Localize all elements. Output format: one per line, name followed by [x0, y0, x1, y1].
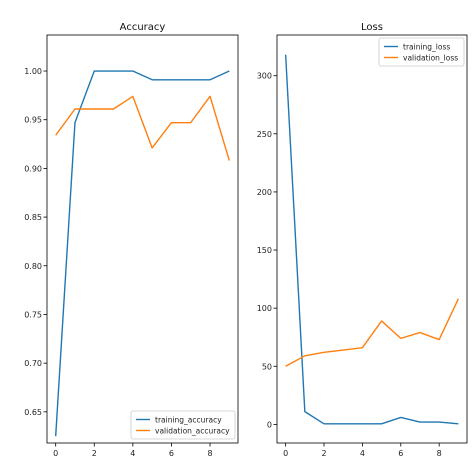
loss-chart: Loss 0 2 4 6 8 0 50 100 150 200 250 300 training_loss… — [257, 22, 468, 458]
loss-legend-label: validation_loss — [403, 53, 458, 62]
accuracy-legend-label: validation_accuracy — [155, 426, 230, 435]
loss-y-tick-label: 150 — [257, 246, 272, 255]
loss-x-tick-label: 6 — [398, 449, 403, 458]
accuracy-x-tick-label: 6 — [169, 449, 174, 458]
accuracy-y-tick-label: 0.85 — [24, 213, 42, 222]
loss-x-tick-label: 8 — [437, 449, 442, 458]
loss-y-tick-label: 200 — [257, 188, 272, 197]
loss-series-line-validation_loss — [285, 298, 459, 367]
accuracy-y-tick-label: 0.70 — [24, 359, 42, 368]
accuracy-y-tick-label: 0.90 — [24, 164, 42, 173]
loss-y-tick-label: 300 — [257, 72, 272, 81]
accuracy-title: Accuracy — [120, 22, 166, 33]
loss-legend — [378, 37, 465, 67]
loss-title: Loss — [361, 22, 383, 33]
accuracy-series-line-training_accuracy — [54, 70, 230, 437]
loss-y-tick-label: 100 — [257, 304, 272, 313]
accuracy-plot-frame — [46, 34, 239, 444]
loss-series-line-training_loss — [284, 54, 459, 425]
loss-y-tick-label: 0 — [267, 420, 272, 429]
loss-x-tick-label: 4 — [360, 449, 365, 458]
accuracy-x-tick-label: 2 — [92, 449, 97, 458]
accuracy-y-tick-label: 1.00 — [24, 67, 42, 76]
accuracy-legend — [130, 410, 236, 440]
accuracy-x-tick-label: 0 — [53, 449, 58, 458]
accuracy-y-tick-label: 0.80 — [24, 262, 42, 271]
loss-y-tick-label: 50 — [262, 362, 272, 371]
loss-plot-frame — [276, 34, 468, 444]
accuracy-legend-label: training_accuracy — [155, 415, 222, 424]
accuracy-x-tick-label: 8 — [207, 449, 212, 458]
accuracy-y-tick-label: 0.95 — [24, 116, 42, 125]
accuracy-series-line-validation_accuracy — [55, 95, 230, 161]
loss-legend-label: training_loss — [403, 42, 450, 51]
loss-x-tick-label: 0 — [283, 449, 288, 458]
loss-y-tick-label: 250 — [257, 130, 272, 139]
accuracy-y-tick-label: 0.75 — [24, 310, 42, 319]
accuracy-x-tick-label: 4 — [130, 449, 135, 458]
loss-x-tick-label: 2 — [321, 449, 326, 458]
accuracy-chart: Accuracy 0 2 4 6 8 0.65 0.70 0.75 0.80 0.85 0.90 0.9… — [24, 22, 239, 458]
accuracy-y-tick-label: 0.65 — [24, 408, 42, 417]
